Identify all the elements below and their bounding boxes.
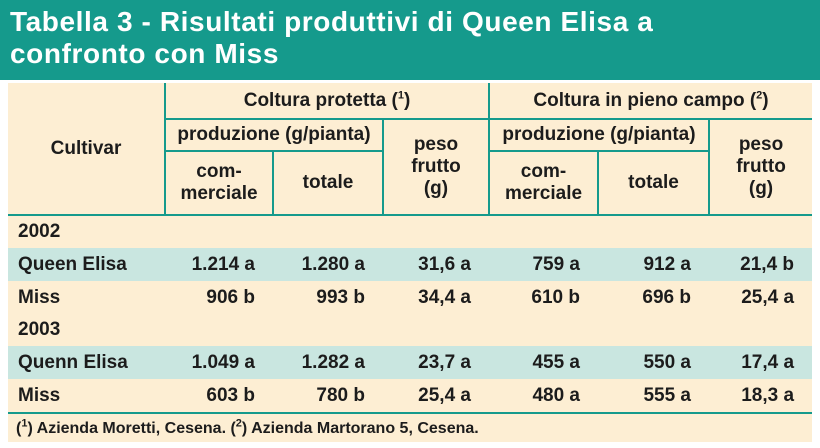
footnote-ref-1: 1 [397,89,404,102]
header-cultivar: Cultivar [8,83,165,216]
header-total-protected: totale [272,151,383,216]
cell-value: 759 a [532,253,580,275]
cell-value: 34,4 a [418,286,471,308]
cell-value: 1.049 a [191,351,255,373]
year-row: 2003 [8,314,812,346]
header-commercial-open: com- merciale [488,151,598,216]
cell-value: 1.214 a [191,253,255,275]
cell-value: 780 b [316,384,365,406]
cell-value: 455 a [532,351,580,373]
header-total-open: totale [597,151,709,216]
footnote-text: (1) Azienda Moretti, Cesena. (2) Azienda… [8,412,813,444]
cell-value: 993 b [316,286,365,308]
cell-value: 555 a [643,384,691,406]
cultivar-name: Queen Elisa [18,253,127,275]
footnotes: (1) Azienda Moretti, Cesena. (2) Azienda… [8,412,813,444]
header-production-open: produzione (g/pianta) [488,119,709,152]
cultivar-name: Quenn Elisa [18,351,128,373]
results-table: Cultivar Coltura protetta (1) Coltura in… [8,83,813,444]
title-line-2: confronto con Miss [10,38,280,69]
cell-value: 906 b [206,286,255,308]
footnote-ref-2: 2 [756,89,763,102]
table-row: Miss 603 b 780 b 25,4 a 480 a 555 a 18,3… [8,379,812,413]
table-row: Miss 906 b 993 b 34,4 a 610 b 696 b 25,4… [8,281,812,314]
cell-value: 1.280 a [301,253,365,275]
table-title: Tabella 3 - Risultati produttivi di Quee… [0,0,820,80]
table-row: Quenn Elisa 1.049 a 1.282 a 23,7 a 455 a… [8,346,813,379]
cell-value: 17,4 a [741,351,795,373]
cell-value: 18,3 a [741,384,795,406]
cell-value: 550 a [643,351,691,373]
cell-value: 21,4 b [740,253,795,275]
header-commercial-protected: com- merciale [164,151,273,216]
header-group-open-field: Coltura in pieno campo (2) [487,83,813,120]
title-line-1: Tabella 3 - Risultati produttivi di Quee… [10,6,654,37]
header-group-protected: Coltura protetta (1) [164,83,489,120]
table-row: Queen Elisa 1.214 a 1.280 a 31,6 a 759 a… [8,248,813,281]
cell-value: 25,4 a [741,286,795,308]
year-row: 2002 [8,215,812,248]
cell-value: 480 a [532,384,580,406]
year-label: 2002 [18,221,61,242]
cell-value: 610 b [531,286,580,308]
cultivar-name: Miss [18,286,61,308]
year-label: 2003 [18,319,61,340]
cell-value: 603 b [206,384,255,406]
cell-value: 25,4 a [418,384,471,406]
cell-value: 696 b [642,286,691,308]
header-weight-protected: peso frutto (g) [382,119,489,216]
cultivar-name: Miss [18,384,61,406]
header-weight-open: peso frutto (g) [707,119,813,216]
cell-value: 31,6 a [418,253,471,275]
cell-value: 912 a [643,253,691,275]
cell-value: 1.282 a [301,351,365,373]
table-panel: Cultivar Coltura protetta (1) Coltura in… [8,83,813,444]
header-production-protected: produzione (g/pianta) [164,119,383,152]
cell-value: 23,7 a [418,351,471,373]
